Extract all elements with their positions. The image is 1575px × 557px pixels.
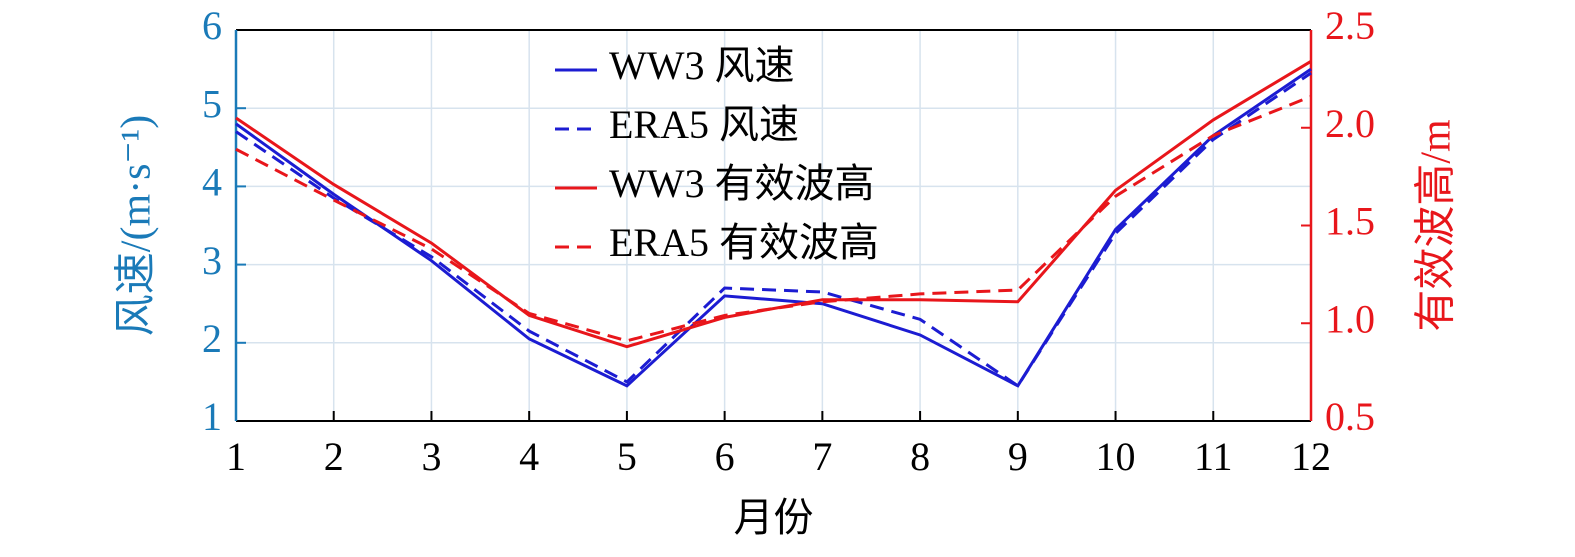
y-tick-label: 4: [202, 160, 222, 205]
series-line: [235, 59, 1312, 349]
y2-tick-label: 2.5: [1325, 3, 1375, 48]
x-tick-label: 4: [519, 434, 539, 479]
y2-tick-label: 1.5: [1325, 199, 1375, 244]
y-tick-label: 1: [202, 394, 222, 439]
y2-tick-label: 0.5: [1325, 394, 1375, 439]
y2-tick-label: 2.0: [1325, 101, 1375, 146]
x-tick-label: 12: [1291, 434, 1331, 479]
series-line: [235, 95, 1312, 343]
y-tick-label: 2: [202, 316, 222, 361]
y2-tick-label: 1.0: [1325, 296, 1375, 341]
y2-axis-label: 有效波高/m: [1414, 119, 1460, 332]
legend-label: ERA5 风速: [609, 102, 799, 147]
x-tick-label: 6: [715, 434, 735, 479]
x-tick-label: 9: [1008, 434, 1028, 479]
x-tick-label: 3: [421, 434, 441, 479]
y-tick-label: 5: [202, 81, 222, 126]
series-line: [235, 67, 1312, 388]
x-tick-label: 11: [1194, 434, 1233, 479]
x-tick-label: 8: [910, 434, 930, 479]
y-axis-label: 风速/(m·s⁻¹): [114, 115, 160, 336]
legend-label: WW3 有效波高: [609, 161, 875, 206]
x-tick-label: 1: [226, 434, 246, 479]
y-tick-label: 3: [202, 238, 222, 283]
legend-label: WW3 风速: [609, 43, 795, 88]
x-axis-label: 月份: [734, 495, 814, 540]
series-line: [235, 71, 1312, 388]
y-tick-label: 6: [202, 3, 222, 48]
legend-label: ERA5 有效波高: [609, 220, 879, 265]
x-tick-label: 5: [617, 434, 637, 479]
x-tick-label: 7: [812, 434, 832, 479]
x-tick-label: 10: [1096, 434, 1136, 479]
x-tick-label: 2: [324, 434, 344, 479]
